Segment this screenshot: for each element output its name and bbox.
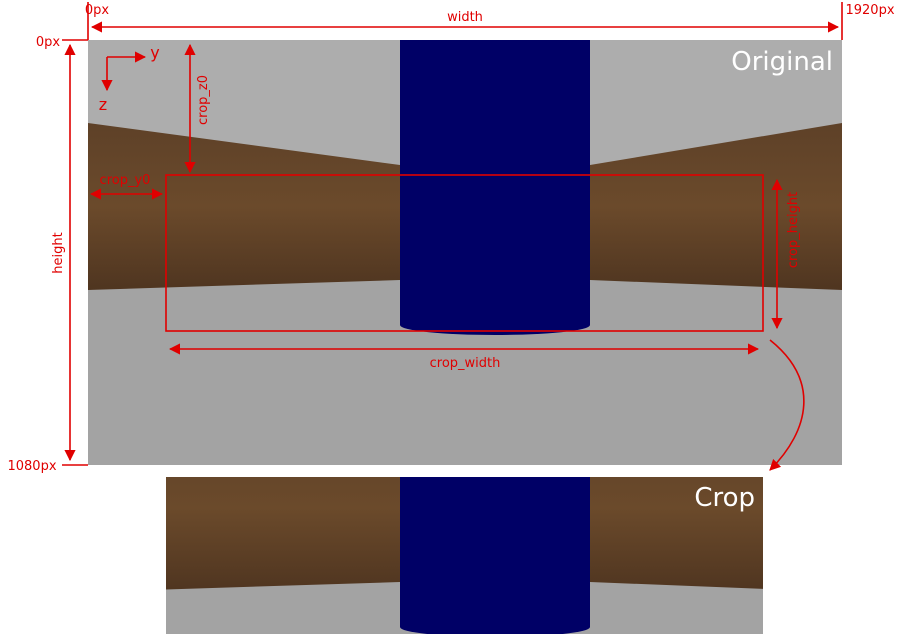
label: 0px [85, 3, 110, 18]
label: crop_width [430, 356, 501, 371]
label: y [150, 43, 159, 62]
crop-rect [165, 174, 764, 332]
label: z [99, 95, 107, 114]
original-label: Original [731, 47, 833, 77]
label: 1080px [7, 459, 56, 474]
crop-label: Crop [694, 483, 755, 513]
label: crop_z0 [196, 75, 211, 125]
label: crop_height [786, 192, 801, 268]
label: height [51, 232, 66, 273]
label: width [447, 10, 483, 25]
label: 0px [36, 35, 61, 50]
label: crop_y0 [100, 173, 151, 188]
label: 1920px [845, 3, 894, 18]
